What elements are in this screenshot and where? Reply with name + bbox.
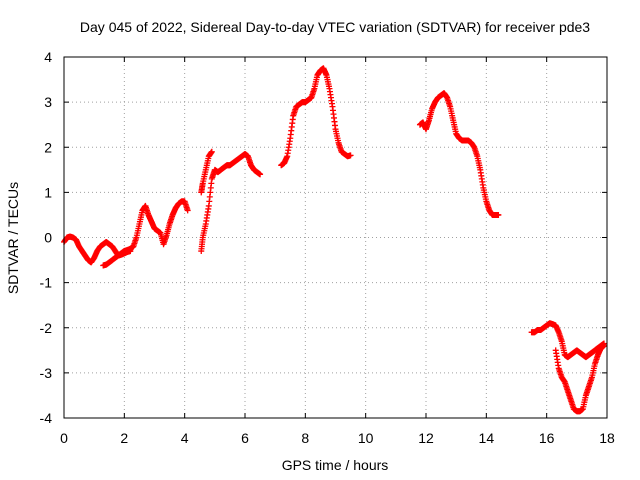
data-point (184, 207, 191, 214)
data-point (127, 248, 134, 255)
x-tick-label: 16 (539, 430, 555, 446)
x-tick-label: 8 (301, 430, 309, 446)
grid-lines (64, 57, 607, 418)
x-tick-label: 2 (120, 430, 128, 446)
x-tick-label: 0 (60, 430, 68, 446)
x-axis-label: GPS time / hours (282, 457, 389, 473)
axis-ticks (63, 56, 608, 419)
x-tick-label: 12 (418, 430, 434, 446)
x-tick-label: 4 (181, 430, 189, 446)
y-tick-label: 2 (44, 139, 52, 155)
series-seg4 (198, 148, 215, 196)
data-point (208, 148, 215, 155)
data-point (257, 171, 264, 178)
x-tick-label: 14 (479, 430, 495, 446)
series-seg2 (100, 248, 134, 269)
y-tick-label: -2 (40, 320, 53, 336)
series-seg3 (198, 151, 264, 255)
x-tick-label: 6 (241, 430, 249, 446)
data-point (495, 211, 502, 218)
y-tick-label: 1 (44, 184, 52, 200)
data-points (61, 65, 607, 415)
series-seg5 (278, 65, 354, 169)
x-tick-label: 10 (358, 430, 374, 446)
y-tick-label: -1 (40, 275, 53, 291)
y-tick-label: 3 (44, 94, 52, 110)
y-tick-label: -3 (40, 365, 53, 381)
y-tick-labels: -4 -3 -2 -1 0 1 2 3 4 (40, 49, 53, 426)
y-tick-label: -4 (40, 410, 53, 426)
series-seg7 (528, 320, 607, 361)
x-tick-labels: 0 2 4 6 8 10 12 14 16 18 (60, 430, 615, 446)
y-tick-label: 0 (44, 230, 52, 246)
series-seg6 (416, 90, 502, 218)
y-tick-label: 4 (44, 49, 52, 65)
chart-title: Day 045 of 2022, Sidereal Day-to-day VTE… (80, 19, 590, 35)
series-seg8 (552, 342, 607, 415)
data-point (347, 152, 354, 159)
data-point (600, 342, 607, 349)
y-axis-label: SDTVAR / TECUs (5, 182, 21, 294)
plot-frame (63, 56, 608, 419)
x-tick-label: 18 (599, 430, 615, 446)
